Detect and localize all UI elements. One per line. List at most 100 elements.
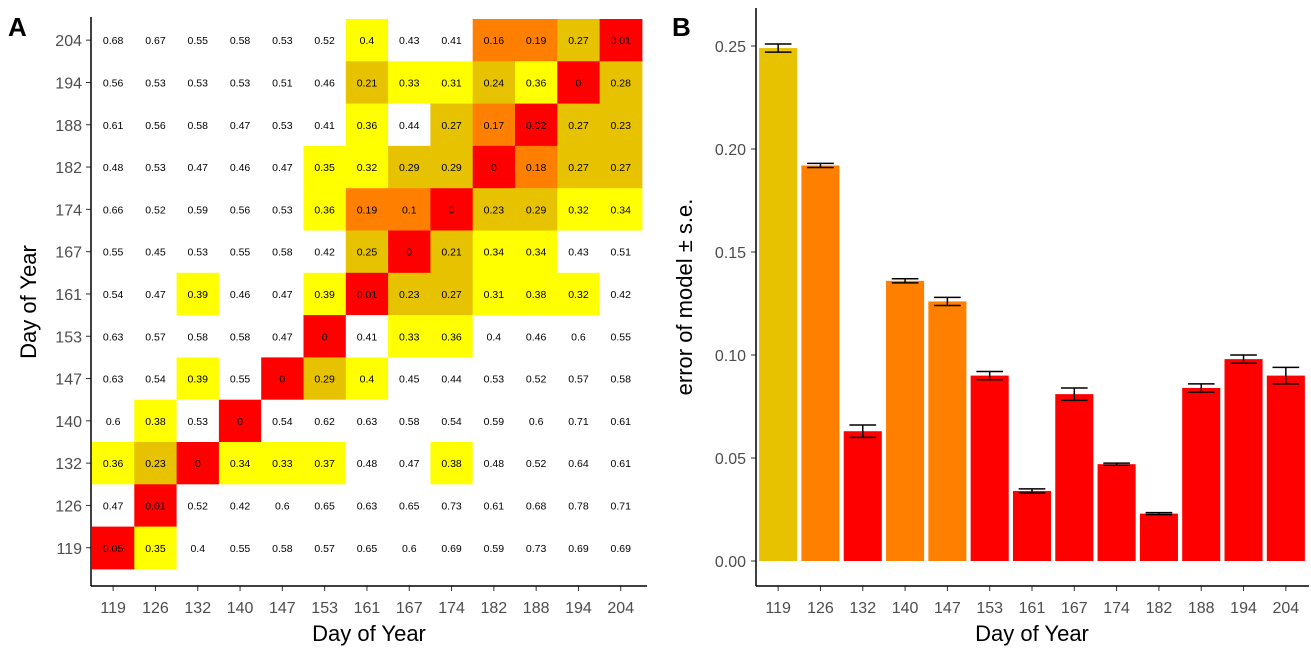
- heatmap-cell-label: 0.6: [275, 500, 290, 512]
- heatmap-cell: [515, 315, 558, 358]
- heatmap-cell: [345, 61, 389, 105]
- heatmap-cell-label: 0.53: [145, 162, 166, 174]
- bar: [1266, 375, 1305, 561]
- heatmap-cell-label: 0.36: [357, 120, 378, 132]
- heatmap-cell-label: 0.66: [103, 204, 124, 216]
- heatmap-cell-label: 0.27: [568, 35, 589, 47]
- heatmap-cell-label: 0: [195, 458, 201, 470]
- heatmap-y-tick-label: 147: [55, 372, 82, 389]
- heatmap-cell: [430, 272, 474, 316]
- heatmap-cell-label: 0.65: [399, 500, 420, 512]
- heatmap-cell-label: 0.57: [145, 331, 166, 343]
- heatmap-cell: [599, 442, 643, 485]
- heatmap-y-tick-label: 182: [55, 160, 82, 177]
- heatmap-cell: [430, 442, 474, 485]
- heatmap-cell-label: 0: [279, 374, 285, 386]
- heatmap-cell-label: 0.01: [145, 500, 166, 512]
- heatmap-cell-label: 0: [406, 247, 412, 259]
- heatmap-cell: [557, 103, 601, 147]
- heatmap-cell: [515, 442, 558, 485]
- heatmap-cell: [557, 484, 601, 528]
- heatmap-cell-label: 0.6: [529, 416, 544, 428]
- heatmap-cell-label: 0.47: [272, 331, 293, 343]
- heatmap-cell-label: 0.53: [484, 374, 505, 386]
- heatmap-cell-label: 0.47: [145, 289, 166, 301]
- heatmap-cell: [261, 230, 304, 274]
- heatmap-cell-label: 0.36: [441, 331, 462, 343]
- heatmap-cell: [134, 61, 178, 105]
- heatmap-cell: [303, 188, 347, 231]
- error-bar: [1103, 462, 1130, 466]
- heatmap-cell: [345, 399, 389, 443]
- heatmap-cell: [472, 145, 516, 189]
- bar-series: [759, 48, 1305, 562]
- heatmap-cell-label: 0.68: [526, 500, 547, 512]
- bar-x-tick-label: 119: [765, 600, 791, 617]
- heatmap-cell-label: 0.71: [611, 500, 632, 512]
- heatmap-cell: [218, 442, 262, 485]
- heatmap-cell: [134, 484, 178, 528]
- heatmap-cell: [261, 188, 304, 231]
- heatmap-cell-label: 0.36: [314, 204, 335, 216]
- bar-x-tick-label: 140: [892, 600, 919, 617]
- heatmap-cell-label: 0: [237, 416, 243, 428]
- heatmap-cell: [430, 230, 474, 274]
- heatmap-cell: [515, 526, 558, 570]
- bar-x-tick-label: 188: [1188, 600, 1215, 617]
- heatmap-cell: [557, 357, 601, 401]
- heatmap-cell-label: 0.73: [441, 500, 462, 512]
- heatmap-cell: [261, 484, 304, 528]
- error-bar: [934, 296, 961, 307]
- heatmap-cell-label: 0.46: [230, 162, 251, 174]
- heatmap-cell-label: 0.55: [230, 374, 251, 386]
- heatmap-cell: [303, 145, 347, 189]
- heatmap-cell-label: 0: [491, 162, 497, 174]
- heatmap-cell: [472, 357, 516, 401]
- heatmap-cell: [134, 357, 178, 401]
- heatmap-cell: [134, 399, 178, 443]
- heatmap-cell-label: 0.25: [357, 247, 378, 259]
- heatmap-cell-label: 0.63: [357, 416, 378, 428]
- heatmap-cell-label: 0.63: [357, 500, 378, 512]
- heatmap-cell: [92, 399, 135, 443]
- heatmap-cell: [557, 272, 601, 316]
- heatmap-y-tick-label: 204: [55, 33, 82, 50]
- heatmap-cell: [345, 188, 389, 231]
- panel-a-letter: A: [8, 12, 27, 42]
- heatmap-cell-label: 0.35: [145, 543, 166, 555]
- heatmap-cell: [388, 145, 431, 189]
- heatmap-cell: [134, 526, 178, 570]
- heatmap-cell-label: 0.38: [441, 458, 462, 470]
- heatmap-cell-label: 0.61: [611, 458, 632, 470]
- heatmap-cell: [388, 188, 431, 231]
- heatmap-cell-label: 0.61: [484, 500, 505, 512]
- heatmap-cell: [599, 61, 643, 105]
- heatmap-cell-label: 0.42: [611, 289, 632, 301]
- heatmap-cell: [345, 19, 389, 62]
- heatmap-cell-label: 0.56: [103, 77, 124, 89]
- heatmap-panel: A 0.68 0.67 0.55 0.58 0.53 0.52 0.4 0.43 0.41 0.1…: [8, 12, 647, 646]
- heatmap-cell: [430, 188, 474, 231]
- heatmap-cell: [515, 272, 558, 316]
- heatmap-cell-label: 0.43: [568, 247, 589, 259]
- heatmap-cell: [388, 272, 431, 316]
- heatmap-cell-label: 0.58: [611, 374, 632, 386]
- error-bar: [764, 43, 792, 53]
- bar: [1097, 464, 1136, 561]
- heatmap-cell: [134, 103, 178, 147]
- heatmap-x-tick-label: 119: [100, 600, 126, 617]
- heatmap-cell: [557, 442, 601, 485]
- heatmap-cell-label: 0.56: [230, 204, 251, 216]
- heatmap-cell-label: 0.55: [188, 35, 209, 47]
- heatmap-y-tick-label: 194: [55, 75, 82, 92]
- heatmap-cell-label: 0.58: [188, 120, 209, 132]
- heatmap-cell: [261, 145, 304, 189]
- error-bar: [976, 370, 1004, 381]
- error-bar: [891, 278, 919, 284]
- heatmap-cell: [176, 230, 220, 274]
- heatmap-cell-label: 0.59: [484, 416, 505, 428]
- bar: [886, 280, 925, 561]
- bar-x-tick-label: 204: [1272, 600, 1299, 617]
- heatmap-cell: [557, 188, 601, 231]
- heatmap-cell: [176, 188, 220, 231]
